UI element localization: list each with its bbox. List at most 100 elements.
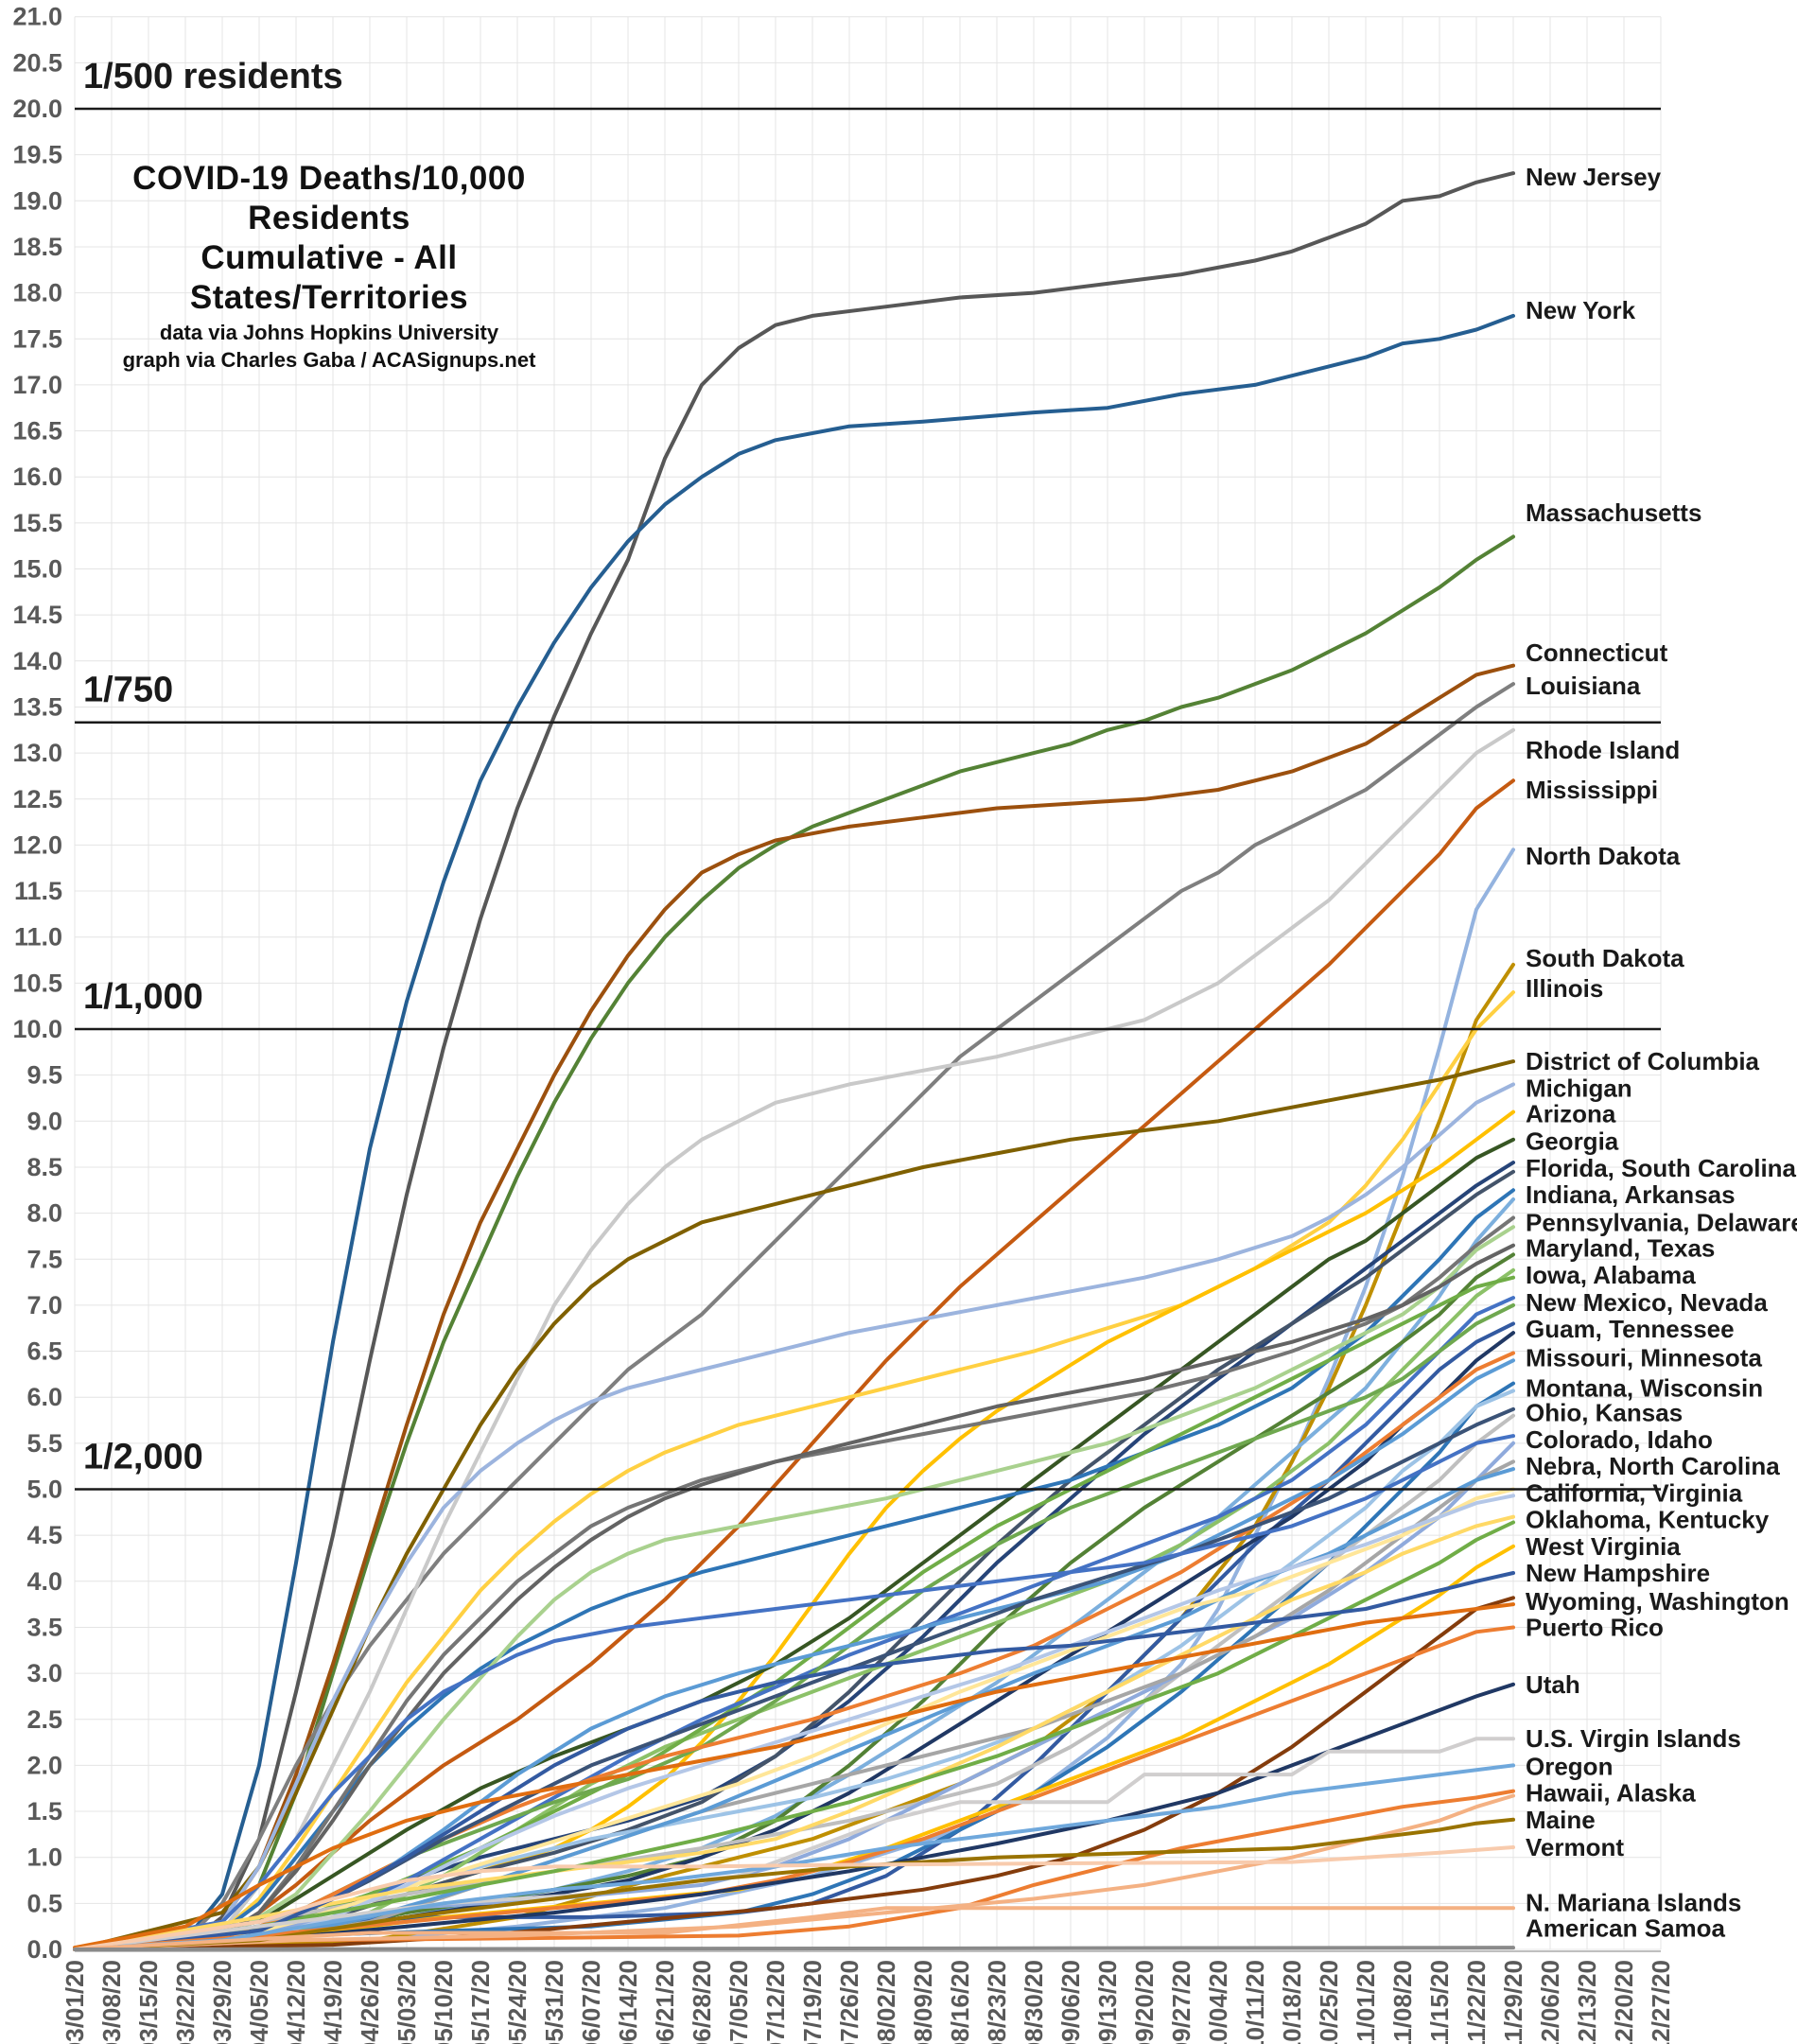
chart-credit-line2: graph via Charles Gaba / ACASignups.net	[122, 348, 536, 372]
x-tick-label: 03/01/20	[61, 1960, 89, 2044]
y-tick-label: 5.5	[26, 1429, 62, 1458]
state-label-missouri-minnesota: Missouri, Minnesota	[1526, 1343, 1762, 1371]
x-tick-label: 09/20/20	[1130, 1960, 1159, 2044]
title-block: COVID-19 Deaths/10,000 Residents Cumulat…	[83, 159, 575, 373]
x-tick-label: 05/10/20	[429, 1960, 458, 2044]
state-label-vermont: Vermont	[1526, 1833, 1624, 1861]
y-tick-label: 3.5	[26, 1613, 62, 1641]
state-label-montana-wisconsin: Montana, Wisconsin	[1526, 1373, 1763, 1402]
series-line-hawaii	[73, 1789, 1515, 1951]
x-tick-label: 04/26/20	[356, 1960, 384, 2044]
series-line-north-carolina	[73, 1467, 1515, 1951]
y-tick-label: 11.5	[14, 877, 62, 905]
x-tick-label: 06/07/20	[577, 1960, 605, 2044]
y-tick-label: 4.0	[26, 1567, 62, 1596]
series-line-kansas	[73, 1413, 1515, 1951]
y-tick-label: 12.0	[12, 830, 62, 859]
y-tick-label: 20.0	[12, 95, 62, 123]
x-tick-label: 05/24/20	[503, 1960, 532, 2044]
series-line-american-samoa	[73, 1946, 1515, 1951]
y-tick-label: 16.0	[12, 463, 62, 491]
state-label-new-jersey: New Jersey	[1526, 163, 1662, 191]
state-label-hawaii-alaska: Hawaii, Alaska	[1526, 1779, 1696, 1808]
x-tick-label: 03/29/20	[208, 1960, 236, 2044]
x-tick-label: 12/06/20	[1536, 1960, 1564, 2044]
series-line-alaska	[73, 1793, 1515, 1951]
state-label-arizona: Arizona	[1526, 1100, 1616, 1128]
state-label-florida-south-carolina: Florida, South Carolina	[1526, 1154, 1797, 1182]
series-line-virginia	[73, 1494, 1515, 1951]
y-tick-label: 13.5	[12, 692, 62, 721]
x-tick-label: 05/31/20	[540, 1960, 568, 2044]
x-tick-label: 11/15/20	[1425, 1960, 1454, 2044]
state-label-illinois: Illinois	[1526, 974, 1603, 1003]
series-line-district-of-columbia	[73, 1059, 1515, 1951]
chart-title-line1: COVID-19 Deaths/10,000 Residents	[132, 160, 526, 236]
state-label-oklahoma-kentucky: Oklahoma, Kentucky	[1526, 1506, 1770, 1534]
series-line-louisiana	[73, 682, 1515, 1951]
series-line-florida	[73, 1161, 1515, 1951]
x-tick-label: 06/28/20	[688, 1960, 716, 2044]
y-tick-label: 0.0	[26, 1935, 62, 1964]
state-label-ohio-kansas: Ohio, Kansas	[1526, 1399, 1683, 1427]
series-line-rhode-island	[73, 727, 1515, 1951]
y-tick-label: 10.5	[12, 969, 62, 997]
state-label-guam-tennessee: Guam, Tennessee	[1526, 1315, 1735, 1343]
state-label-iowa-alabama: Iowa, Alabama	[1526, 1261, 1696, 1289]
series-line-michigan	[73, 1082, 1515, 1951]
series-line-washington	[73, 1602, 1515, 1950]
x-tick-label: 09/13/20	[1093, 1960, 1122, 2044]
x-tick-label: 05/17/20	[466, 1960, 495, 2044]
series-line-new-york	[73, 313, 1515, 1951]
state-label-michigan: Michigan	[1526, 1074, 1632, 1102]
state-label-louisiana: Louisiana	[1526, 672, 1641, 700]
x-tick-label: 12/27/20	[1647, 1960, 1675, 2044]
x-tick-label: 08/02/20	[872, 1960, 900, 2044]
x-tick-label: 07/12/20	[761, 1960, 790, 2044]
state-label-new-york: New York	[1526, 296, 1636, 324]
series-line-kentucky	[73, 1520, 1515, 1951]
reference-label-1-750: 1/750	[83, 671, 173, 710]
y-tick-label: 9.5	[26, 1061, 62, 1090]
y-tick-label: 15.5	[12, 509, 62, 537]
series-line-new-mexico	[73, 1296, 1515, 1951]
reference-label-1-2-000: 1/2,000	[83, 1438, 203, 1477]
x-tick-label: 11/22/20	[1462, 1960, 1491, 2044]
state-label-new-mexico-nevada: New Mexico, Nevada	[1526, 1288, 1768, 1317]
series-line-n-mariana-islands	[73, 1906, 1515, 1951]
y-tick-label: 8.5	[26, 1153, 62, 1181]
y-tick-label: 17.5	[12, 324, 62, 353]
state-label-new-hampshire: New Hampshire	[1526, 1559, 1710, 1587]
x-tick-label: 08/23/20	[983, 1960, 1011, 2044]
x-tick-label: 09/06/20	[1056, 1960, 1085, 2044]
x-tick-label: 10/18/20	[1278, 1960, 1306, 2044]
reference-label-1-1-000: 1/1,000	[83, 977, 203, 1017]
series-line-delaware	[73, 1225, 1515, 1951]
y-tick-label: 8.0	[26, 1199, 62, 1228]
state-label-south-dakota: South Dakota	[1526, 944, 1684, 972]
x-tick-label: 08/09/20	[909, 1960, 937, 2044]
x-tick-label: 11/08/20	[1388, 1960, 1417, 2044]
y-tick-label: 21.0	[12, 3, 62, 31]
y-tick-label: 9.0	[26, 1107, 62, 1135]
y-tick-label: 14.0	[12, 647, 62, 675]
state-label-connecticut: Connecticut	[1526, 638, 1668, 667]
x-tick-label: 08/30/20	[1020, 1960, 1048, 2044]
x-tick-label: 12/20/20	[1610, 1960, 1638, 2044]
x-tick-label: 11/29/20	[1499, 1960, 1527, 2044]
y-tick-label: 11.0	[14, 923, 62, 952]
state-label-maryland-texas: Maryland, Texas	[1526, 1234, 1715, 1263]
chart-title-line2: Cumulative - All States/Territories	[189, 239, 469, 316]
y-tick-label: 12.5	[12, 785, 62, 813]
series-line-indiana	[73, 1188, 1515, 1951]
x-tick-label: 06/14/20	[614, 1960, 642, 2044]
y-tick-label: 1.5	[26, 1797, 62, 1826]
state-label-wyoming-washington: Wyoming, Washington	[1526, 1587, 1789, 1616]
state-label-utah: Utah	[1526, 1670, 1580, 1699]
x-tick-label: 07/05/20	[724, 1960, 753, 2044]
series-line-maine	[73, 1817, 1515, 1951]
state-label-colorado-idaho: Colorado, Idaho	[1526, 1425, 1713, 1454]
series-line-pennsylvania	[73, 1215, 1515, 1951]
x-tick-label: 11/01/20	[1352, 1960, 1380, 2044]
